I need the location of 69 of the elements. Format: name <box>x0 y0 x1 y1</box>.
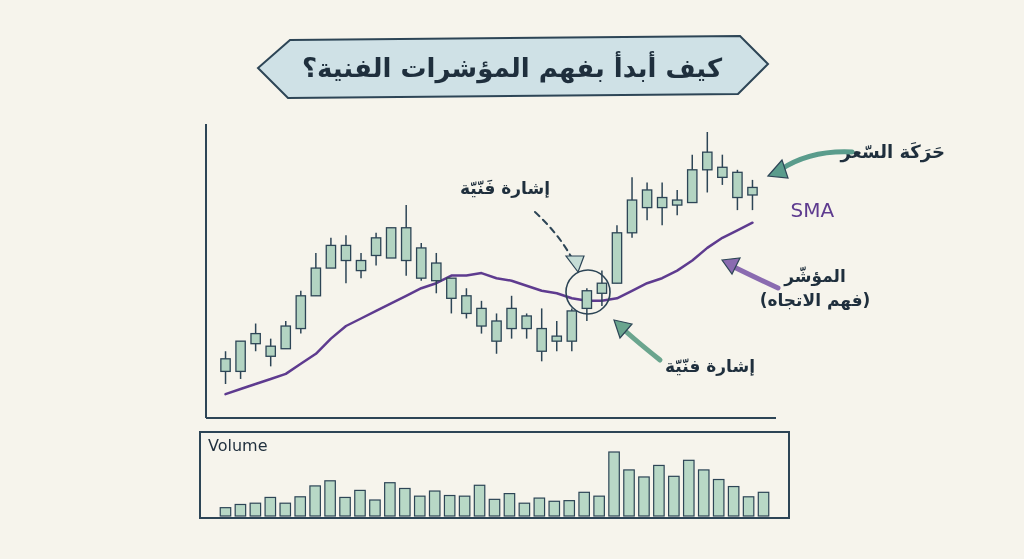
bar <box>742 496 755 517</box>
bar <box>712 478 725 517</box>
candlestick <box>641 181 653 221</box>
candlestick <box>370 232 382 267</box>
candlestick <box>596 269 608 307</box>
annotation: إشارة فنّيّة <box>665 356 755 376</box>
candlestick <box>671 189 683 216</box>
candlestick <box>521 312 532 340</box>
series-label: SMA <box>790 197 835 222</box>
candlestick <box>476 300 487 335</box>
bar <box>593 495 605 517</box>
candlestick <box>430 252 442 295</box>
bar <box>384 482 396 517</box>
bar <box>339 496 351 517</box>
bar <box>294 496 307 517</box>
bar <box>473 484 486 517</box>
candlestick <box>355 252 367 279</box>
annotation: إشارة فَنّيّة <box>460 178 550 198</box>
bar <box>234 503 247 517</box>
bar <box>668 475 680 517</box>
chart-title: كيف أبدأ بفهم المؤشرات الفنية؟ <box>301 51 723 84</box>
bar <box>398 487 411 517</box>
bar <box>369 499 381 517</box>
candlestick <box>325 237 337 269</box>
bar <box>279 502 292 517</box>
bar <box>264 496 277 517</box>
bar <box>757 491 770 517</box>
bar <box>653 464 665 517</box>
bar <box>548 500 561 517</box>
candlestick <box>581 287 593 322</box>
bar <box>458 495 471 517</box>
bar <box>727 485 740 517</box>
candlestick <box>491 312 502 355</box>
bar <box>354 489 366 517</box>
bar <box>518 502 531 517</box>
candlestick <box>747 179 758 211</box>
bar <box>608 451 620 517</box>
annotation: المؤشّر (فهم الاتجاه) <box>759 266 871 311</box>
candlestick <box>461 287 472 320</box>
bar <box>682 459 695 517</box>
bar <box>488 498 501 517</box>
bar <box>563 500 576 517</box>
candlestick <box>340 234 352 284</box>
bar <box>623 469 635 517</box>
candlestick <box>280 320 292 350</box>
bar <box>249 502 262 517</box>
bar <box>638 476 650 517</box>
bar <box>428 490 441 517</box>
bar <box>324 480 336 517</box>
candlestick <box>701 131 713 194</box>
candlestick <box>446 277 457 315</box>
candlestick <box>250 322 261 352</box>
text: حَرَكَة السّعر <box>839 140 945 163</box>
candlestick <box>506 295 517 340</box>
bar <box>219 507 232 517</box>
bar <box>309 485 321 517</box>
candlestick <box>265 337 277 368</box>
candlestick <box>536 307 548 363</box>
candlestick <box>717 153 728 186</box>
candlestick <box>220 350 231 385</box>
bar <box>503 493 516 517</box>
bar <box>697 469 710 517</box>
bar <box>578 491 591 517</box>
title: Volume <box>208 436 268 455</box>
candlestick <box>551 320 563 352</box>
bar <box>413 495 426 517</box>
candlestick <box>656 181 668 226</box>
bar <box>533 497 546 517</box>
bar <box>443 494 456 517</box>
